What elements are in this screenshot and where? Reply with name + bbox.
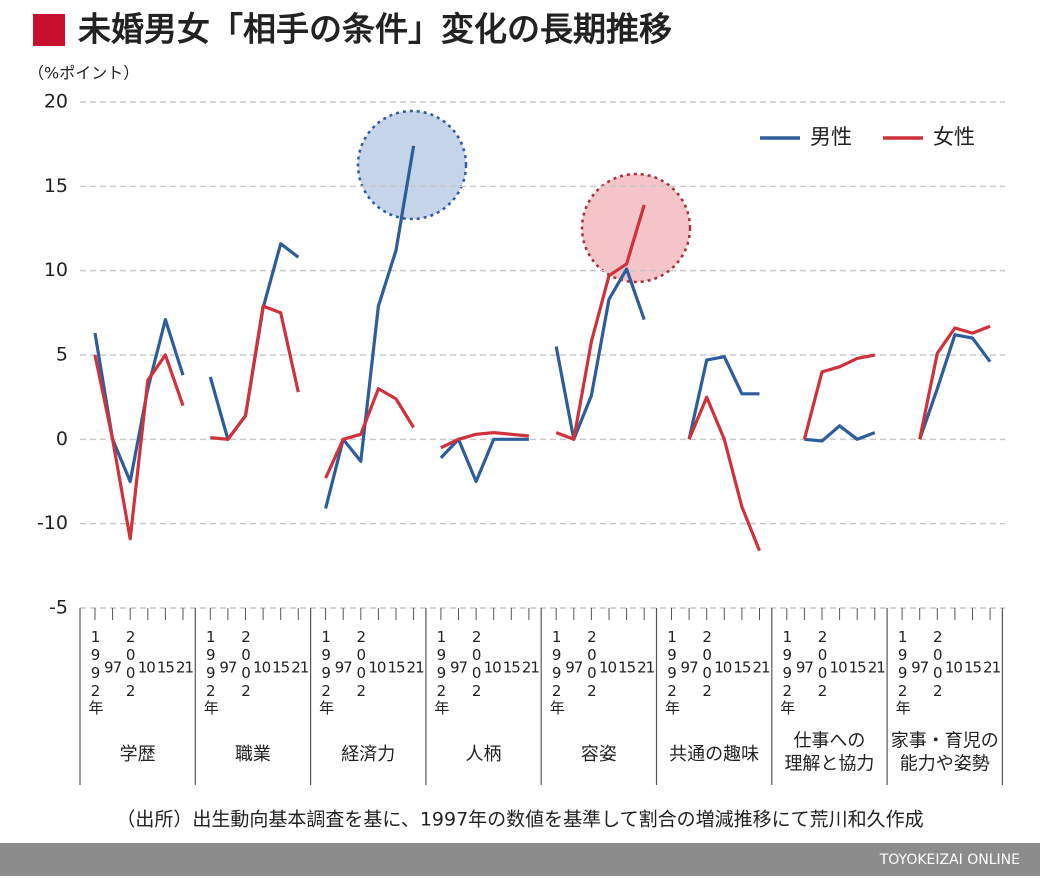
x-tick-label: 10 — [945, 659, 963, 677]
y-axis-label: （%ポイント） — [28, 64, 139, 83]
series-line — [439, 437, 529, 484]
series-line — [554, 267, 646, 441]
source-note: （出所）出生動向基本調査を基に、1997年の数値を基準して割合の増減推移にて荒川… — [116, 809, 923, 831]
x-tick-label: 97 — [796, 659, 814, 677]
series-line — [687, 395, 761, 552]
legend-label: 男性 — [810, 125, 852, 149]
y-tick-label: 20 — [44, 91, 68, 113]
x-tick-label: 21 — [522, 659, 540, 677]
chart-title: 未婚男女「相手の条件」変化の長期推移 — [78, 10, 672, 49]
x-tick-label: 1992年 — [87, 628, 105, 715]
x-tick-label: 15 — [964, 659, 982, 677]
category-label: 共通の趣味 — [669, 744, 759, 765]
x-tick-label: 15 — [733, 659, 751, 677]
category-label: 学歴 — [120, 744, 156, 765]
category-label: 容姿 — [581, 744, 617, 765]
footer-bar — [0, 843, 1040, 876]
x-tick-label: 1992年 — [317, 628, 335, 715]
x-tick-label: 97 — [681, 659, 699, 677]
x-tick-label: 1992年 — [432, 628, 450, 715]
category-label: 家事・育児の — [891, 731, 999, 752]
x-tick-label: 15 — [157, 659, 175, 677]
category-label: 経済力 — [341, 744, 395, 765]
x-tick-label: 10 — [368, 659, 386, 677]
x-tick-label: 10 — [253, 659, 271, 677]
series-line — [93, 353, 185, 541]
x-tick-label: 21 — [176, 659, 194, 677]
series-line — [804, 424, 876, 443]
series-line — [918, 333, 992, 440]
x-tick-label: 2002 — [814, 628, 832, 700]
x-tick-label: 10 — [484, 659, 502, 677]
x-tick-label: 97 — [565, 659, 583, 677]
x-tick-label: 2002 — [352, 628, 370, 700]
y-tick-label: 0 — [56, 428, 68, 450]
x-tick-label: 97 — [911, 659, 929, 677]
x-tick-label: 21 — [637, 659, 655, 677]
series-line — [324, 387, 415, 479]
y-tick-label: 15 — [44, 175, 68, 197]
y-tick-label: 5 — [56, 344, 68, 366]
footer-brand: TOYOKEIZAI ONLINE — [879, 852, 1020, 868]
y-tick-label: -5 — [49, 597, 68, 619]
x-tick-label: 21 — [868, 659, 886, 677]
category-label: 能力や姿勢 — [900, 754, 990, 775]
x-tick-label: 1992年 — [663, 628, 681, 715]
x-tick-label: 15 — [618, 659, 636, 677]
x-tick-label: 10 — [714, 659, 732, 677]
x-tick-label: 2002 — [237, 628, 255, 700]
x-tick-label: 10 — [830, 659, 848, 677]
title-marker — [33, 14, 65, 46]
x-tick-label: 1992年 — [202, 628, 220, 715]
x-tick-label: 97 — [104, 659, 122, 677]
x-tick-label: 1992年 — [894, 628, 912, 715]
y-tick-label: 10 — [44, 259, 68, 281]
x-tick-label: 21 — [752, 659, 770, 677]
series-line — [687, 355, 760, 440]
x-tick-label: 15 — [387, 659, 405, 677]
x-tick-label: 97 — [219, 659, 237, 677]
x-tick-label: 2002 — [468, 628, 486, 700]
x-tick-label: 2002 — [929, 628, 947, 700]
series-line — [918, 324, 991, 440]
series-line — [440, 431, 530, 450]
x-tick-label: 21 — [407, 659, 425, 677]
category-label: 理解と協力 — [784, 754, 874, 775]
x-tick-label: 2002 — [583, 628, 601, 700]
x-tick-label: 21 — [291, 659, 309, 677]
y-tick-label: -10 — [37, 512, 68, 534]
x-tick-label: 10 — [138, 659, 156, 677]
x-tick-label: 97 — [335, 659, 353, 677]
x-tick-label: 1992年 — [548, 628, 566, 715]
series-line — [802, 353, 876, 440]
series-line — [210, 304, 300, 441]
legend-label: 女性 — [933, 125, 975, 149]
x-tick-label: 10 — [599, 659, 617, 677]
x-tick-label: 2002 — [122, 628, 140, 700]
x-tick-label: 21 — [983, 659, 1001, 677]
x-tick-label: 15 — [849, 659, 867, 677]
category-label: 職業 — [235, 744, 271, 765]
series-line — [324, 145, 416, 509]
series-line — [555, 204, 646, 441]
category-label: 仕事への — [793, 731, 865, 752]
series-line — [208, 242, 300, 441]
x-tick-label: 97 — [450, 659, 468, 677]
category-label: 人柄 — [466, 744, 502, 765]
x-tick-label: 15 — [272, 659, 290, 677]
x-tick-label: 2002 — [698, 628, 716, 700]
x-tick-label: 15 — [503, 659, 521, 677]
x-tick-label: 1992年 — [778, 628, 796, 715]
